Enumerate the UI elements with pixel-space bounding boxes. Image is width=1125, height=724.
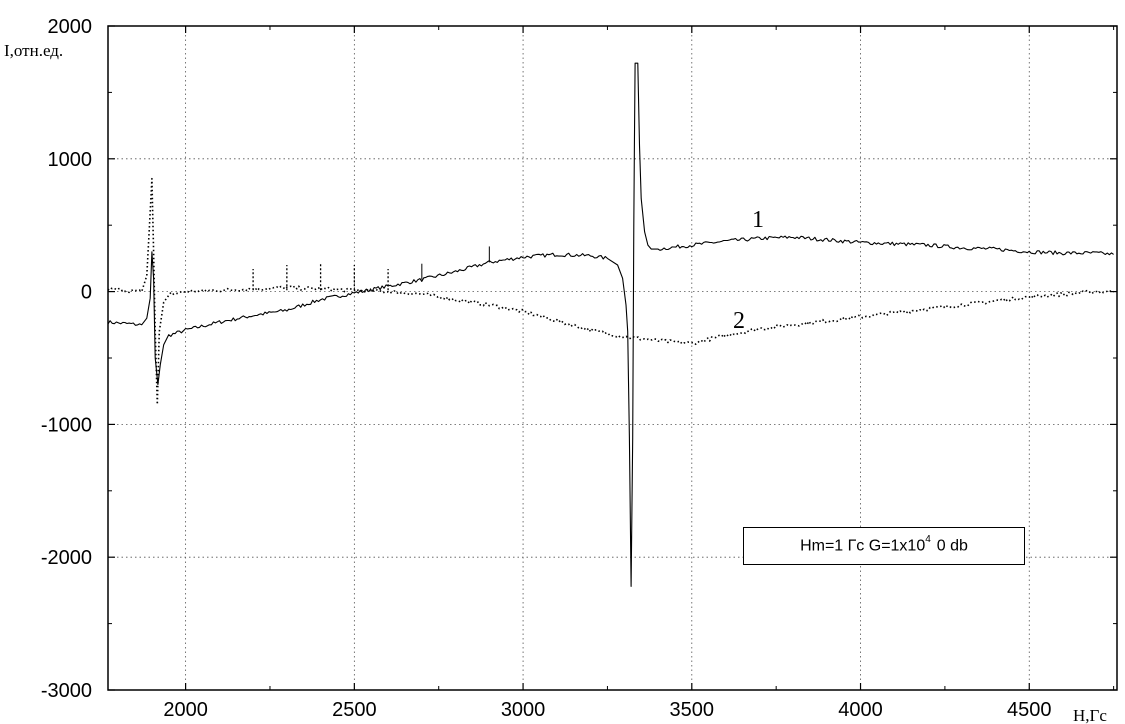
annotation-prefix: Hm=1 Гс G=1x10	[800, 537, 926, 555]
y-tick-label: -2000	[41, 547, 92, 569]
series-2-line	[107, 177, 1114, 406]
annotation-text: Hm=1 Гс G=1x104 0 db	[800, 534, 968, 555]
y-tick-label: -3000	[41, 680, 92, 702]
x-tick-label: 4500	[1007, 699, 1052, 721]
x-tick-label: 3500	[670, 699, 715, 721]
y-tick-label: -1000	[41, 414, 92, 436]
series-lines	[107, 62, 1114, 587]
annotation-box: Hm=1 Гс G=1x104 0 db	[743, 527, 1025, 565]
annotation-exponent: 4	[925, 534, 931, 546]
annotation-suffix: 0 db	[936, 537, 968, 555]
y-tick-label: 2000	[48, 16, 93, 38]
x-tick-labels: 2000 2500 3000 3500 4000 4500	[163, 699, 1051, 721]
x-tick-label: 2000	[163, 699, 208, 721]
x-tick-label: 3000	[501, 699, 546, 721]
y-tick-label: 0	[81, 282, 92, 304]
series-1-line	[107, 62, 1114, 587]
grid-lines	[108, 26, 1117, 690]
y-tick-labels: 2000 1000 0 -1000 -2000 -3000	[41, 16, 92, 702]
x-axis-label: H,Гс	[1073, 706, 1107, 724]
series-1-label: 1	[752, 207, 764, 233]
plot-frame	[107, 25, 1118, 691]
y-axis-label: I,отн.ед.	[4, 41, 63, 60]
series-2-label: 2	[733, 308, 745, 334]
y-tick-label: 1000	[48, 149, 93, 171]
x-tick-label: 2500	[332, 699, 377, 721]
tick-marks	[108, 25, 1117, 691]
x-tick-label: 4000	[838, 699, 883, 721]
